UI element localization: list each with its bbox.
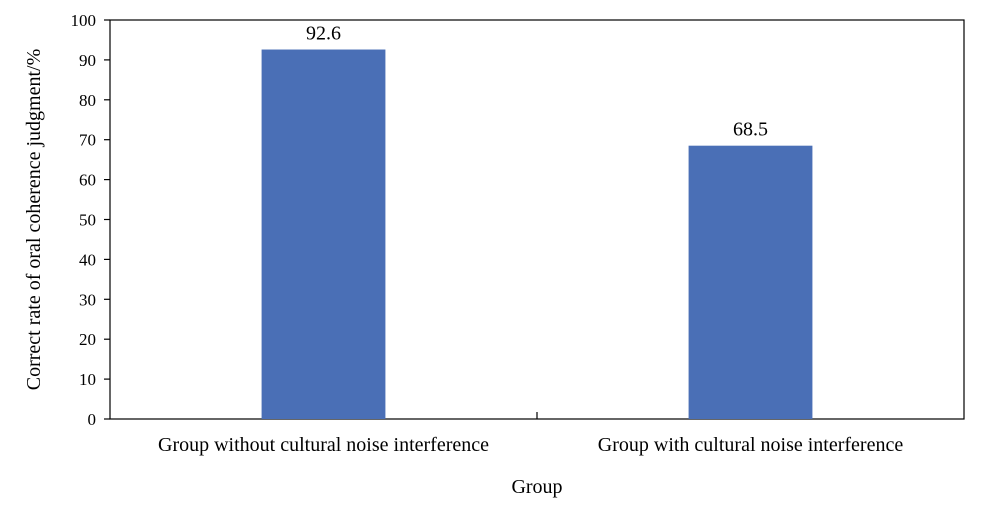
data-label: 92.6 (306, 23, 341, 45)
y-tick-label: 70 (79, 131, 96, 150)
y-tick-label: 80 (79, 91, 96, 110)
x-category-label: Group with cultural noise interference (598, 434, 904, 456)
y-tick-label: 100 (71, 11, 97, 30)
y-tick-label: 0 (88, 410, 97, 429)
x-axis-title: Group (511, 476, 562, 498)
y-tick-label: 30 (79, 290, 96, 309)
y-axis-ticks: 0 10 20 30 40 50 60 70 80 90 100 (71, 11, 110, 429)
y-axis-title: Correct rate of oral coherence judgment/… (23, 49, 45, 391)
y-tick-label: 60 (79, 171, 96, 190)
y-tick-label: 50 (79, 211, 96, 230)
y-tick-label: 10 (79, 370, 96, 389)
bars (261, 49, 813, 419)
x-category-labels: Group without cultural noise interferenc… (158, 434, 903, 456)
y-tick-label: 40 (79, 250, 96, 269)
y-tick-label: 90 (79, 51, 96, 70)
data-labels: 92.6 68.5 (306, 23, 768, 141)
x-category-label: Group without cultural noise interferenc… (158, 434, 489, 456)
plot-area-frame (109, 19, 965, 420)
bar (688, 145, 813, 419)
y-tick-label: 20 (79, 330, 96, 349)
bar (261, 49, 386, 419)
data-label: 68.5 (733, 119, 768, 141)
